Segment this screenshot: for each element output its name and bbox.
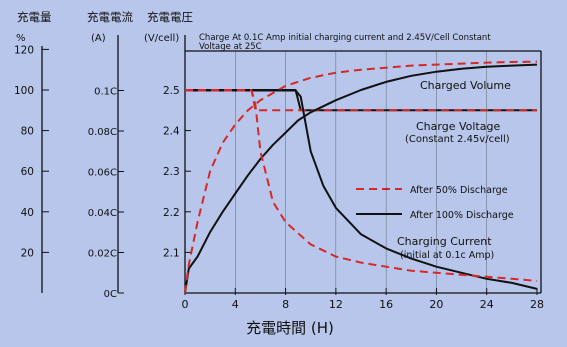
x-tick-label: 20 bbox=[429, 298, 443, 311]
voltage-tick-label: 2.4 bbox=[163, 126, 180, 138]
series-charging-current-100 bbox=[185, 89, 538, 290]
current-unit: (A) bbox=[91, 33, 106, 44]
series-charging-current-50 bbox=[185, 89, 538, 282]
series-charged-volume-100 bbox=[184, 63, 538, 294]
capacity-tick-label: 60 bbox=[21, 166, 34, 178]
charge-voltage-sublabel: (Constant 2.45v/cell) bbox=[405, 134, 510, 145]
legend-entry-50: After 50% Discharge bbox=[410, 185, 508, 196]
series-charged-volume-50 bbox=[184, 60, 538, 294]
charged-volume-label: Charged Volume bbox=[420, 79, 511, 92]
voltage-tick-label: 2.5 bbox=[163, 85, 180, 97]
capacity-tick-label: 40 bbox=[21, 207, 34, 219]
capacity-tick-label: 20 bbox=[21, 247, 34, 259]
x-tick-label: 0 bbox=[182, 298, 189, 311]
current-tick-label: 0.06C bbox=[88, 168, 117, 179]
legend-entry-100: After 100% Discharge bbox=[410, 210, 514, 221]
capacity-header: 充電量 bbox=[17, 10, 52, 24]
x-tick-label: 4 bbox=[232, 298, 239, 311]
voltage-tick-label: 2.2 bbox=[163, 207, 180, 219]
series-charge-voltage-100 bbox=[185, 89, 537, 112]
series-charge-voltage-50 bbox=[185, 89, 537, 112]
note-line-2: Voltage at 25C bbox=[199, 42, 262, 52]
capacity-tick-label: 100 bbox=[14, 85, 34, 97]
charging-current-sublabel: (initial at 0.1c Amp) bbox=[400, 250, 494, 261]
voltage-unit: (V/cell) bbox=[144, 33, 179, 44]
x-tick-label: 24 bbox=[480, 298, 494, 311]
capacity-unit: % bbox=[16, 33, 26, 44]
current-tick-label: 0C bbox=[104, 289, 117, 300]
capacity-tick-label: 80 bbox=[21, 126, 34, 138]
current-tick-label: 0.04C bbox=[88, 208, 117, 219]
current-tick-label: 0.02C bbox=[88, 249, 117, 260]
voltage-tick-label: 2.1 bbox=[163, 247, 180, 259]
note-line-1: Charge At 0.1C Amp initial charging curr… bbox=[199, 33, 491, 43]
x-axis-title: 充電時間 (H) bbox=[246, 319, 334, 337]
current-header: 充電電流 bbox=[87, 10, 133, 24]
capacity-tick-label: 120 bbox=[14, 44, 34, 56]
charging-current-label: Charging Current bbox=[397, 235, 492, 248]
x-tick-label: 28 bbox=[530, 298, 544, 311]
current-tick-label: 0.08C bbox=[88, 127, 117, 138]
voltage-tick-label: 2.3 bbox=[163, 166, 180, 178]
x-tick-label: 16 bbox=[379, 298, 393, 311]
x-tick-label: 12 bbox=[329, 298, 343, 311]
charge-voltage-label: Charge Voltage bbox=[416, 120, 500, 133]
voltage-header: 充電電圧 bbox=[147, 10, 193, 24]
x-tick-label: 8 bbox=[282, 298, 289, 311]
current-tick-label: 0.1C bbox=[94, 87, 117, 98]
